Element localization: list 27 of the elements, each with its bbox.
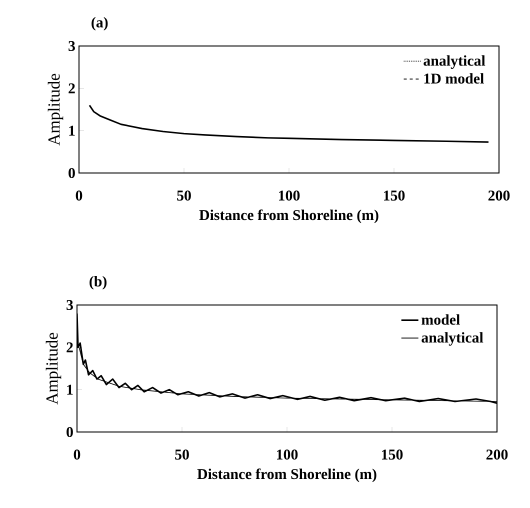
legend-label: 1D model [424,73,484,84]
x-tick-label: 100 [279,190,300,201]
y-tick-label: 2 [68,83,75,94]
y-axis-title: Amplitude [48,74,64,146]
y-tick-label: 0 [66,426,73,438]
y-tick-label: 0 [68,168,75,178]
y-tick-label: 1 [69,126,75,136]
y-tick-label: 3 [68,40,75,52]
x-tick-label: 50 [177,190,191,201]
chart-title: (b) [90,276,107,290]
x-tick-label: 150 [384,190,405,201]
x-tick-label: 200 [486,450,508,460]
x-axis-title: Distance from Shoreline (m) [199,209,378,224]
x-axis-title: Distance from Shoreline (m) [197,468,376,482]
x-tick-label: 100 [277,450,298,460]
x-tick-label: 0 [76,190,82,201]
y-tick-label: 1 [67,384,73,395]
x-tick-label: 150 [382,450,403,460]
legend-label: model [422,314,460,325]
x-tick-label: 200 [488,190,510,201]
legend-label: analytical [424,55,486,69]
y-tick-label: 2 [66,342,73,352]
x-tick-label: 50 [175,450,189,460]
y-axis-title: Amplitude [46,332,62,405]
chart-title: (a) [92,16,108,31]
y-tick-label: 3 [66,300,73,310]
legend-label: analytical [422,332,484,346]
